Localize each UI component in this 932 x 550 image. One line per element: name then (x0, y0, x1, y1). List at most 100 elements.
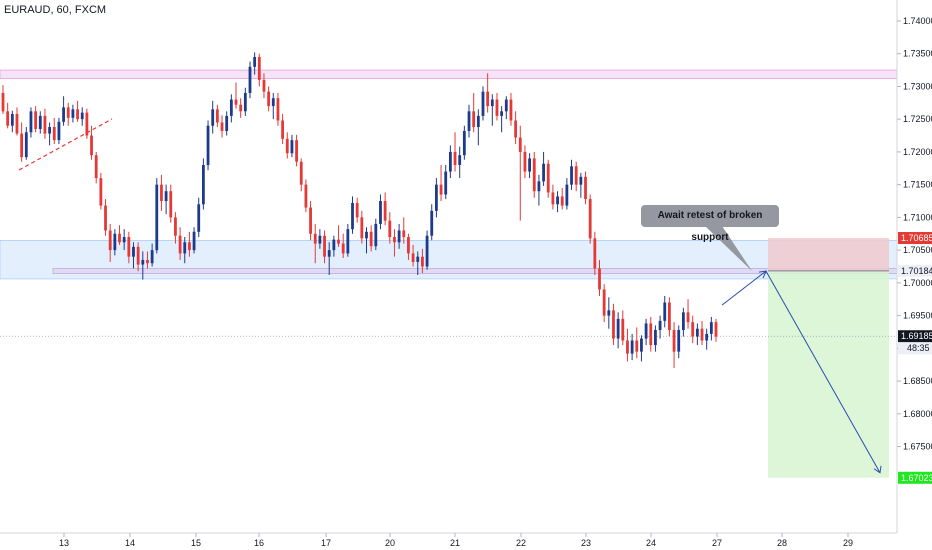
candle-body (444, 171, 448, 195)
candle-body (546, 163, 550, 193)
candle-body (10, 113, 14, 126)
candle-body (612, 310, 615, 339)
candle-body (532, 158, 536, 192)
candle-body (570, 166, 573, 185)
candle-body (565, 184, 569, 206)
candle-body (38, 115, 42, 129)
callout-pointer (705, 226, 752, 271)
candle-body (201, 165, 205, 205)
candle-body (644, 323, 648, 339)
candle-body (192, 231, 196, 251)
candle-body (332, 239, 336, 251)
candle-body (621, 318, 625, 341)
candle-body (556, 196, 559, 205)
candle-body (360, 217, 364, 239)
time-tick-label: 20 (385, 538, 395, 548)
candle-body (323, 235, 326, 257)
price-tag-stop: 1.70685 (901, 233, 932, 243)
candle-body (1, 92, 5, 112)
candle-body (574, 166, 578, 185)
price-tick-label: 1.72000 (903, 147, 932, 157)
candle-body (560, 196, 564, 206)
position-reward-area (768, 270, 889, 478)
candle-body (542, 163, 545, 182)
candle-body (584, 176, 587, 200)
candle-body (407, 237, 410, 254)
candle-body (174, 217, 177, 236)
time-tick-label: 17 (321, 538, 331, 548)
candles-layer (1, 52, 718, 368)
candle-body (709, 322, 713, 334)
candle-body (248, 66, 252, 93)
price-axis[interactable]: 1.74000 1.73500 1.73000 1.72500 1.72000 1.715… (896, 0, 932, 550)
candle-body (681, 312, 685, 331)
candle-body (113, 233, 117, 251)
price-tick-label: 1.72500 (903, 114, 932, 124)
candle-body (476, 115, 480, 128)
candle-body (48, 127, 52, 134)
time-tick-label: 29 (843, 538, 853, 548)
candle-body (607, 310, 611, 316)
candle-body (127, 237, 131, 257)
price-tag-stop-bg (898, 232, 932, 245)
candle-body (285, 138, 289, 154)
price-tick-label: 1.68000 (903, 409, 932, 419)
candle-body (94, 155, 98, 179)
candle-body (472, 111, 476, 128)
candle-body (15, 113, 19, 134)
candle-body (509, 99, 513, 121)
candle-body (99, 178, 103, 206)
price-tag-entry: 1.70184 (901, 266, 932, 276)
candle-body (34, 111, 38, 129)
candle-body (122, 237, 126, 243)
candle-body (309, 207, 312, 234)
time-tick-label: 14 (125, 538, 135, 548)
candle-body (551, 192, 555, 205)
candle-body (658, 320, 662, 331)
candle-body (695, 328, 699, 337)
zone-resistance (0, 69, 898, 79)
annotation-callout[interactable]: Await retest of broken support (641, 205, 779, 243)
candle-body (467, 111, 471, 131)
candle-body (654, 330, 657, 346)
candle-body (164, 191, 168, 202)
candle-body (136, 246, 140, 265)
price-tick-label: 1.67500 (903, 442, 932, 452)
time-tick-label: 21 (450, 538, 460, 548)
candle-body (169, 191, 173, 218)
price-tick-label: 1.68500 (903, 376, 932, 386)
candle-body (108, 230, 112, 251)
candle-body (341, 243, 345, 254)
candle-body (253, 56, 257, 67)
candle-body (299, 161, 303, 185)
chart-title: EURAUD, 60, FXCM (4, 4, 107, 16)
candle-body (206, 125, 210, 166)
candle-body (262, 79, 266, 92)
candle-body (243, 92, 247, 112)
candle-body (52, 127, 56, 141)
candle-body (593, 238, 597, 269)
candle-body (458, 155, 462, 166)
candle-body (528, 158, 531, 172)
candle-body (160, 184, 163, 202)
candle-body (71, 109, 75, 118)
projection-arrowhead-down (873, 465, 882, 474)
candle-body (281, 120, 285, 139)
candle-body (667, 302, 671, 331)
candle-body (188, 242, 191, 251)
candle-body (663, 302, 667, 321)
candle-body (453, 151, 457, 166)
candle-body (616, 318, 620, 339)
trendline (18, 118, 113, 171)
price-tag-entry-bg (898, 264, 932, 277)
candle-body (155, 184, 159, 251)
candle-body (602, 289, 606, 316)
time-axis[interactable]: 13 14 15 16 17 20 21 22 23 24 27 28 29 (0, 532, 932, 550)
candle-body (141, 259, 145, 265)
candle-body (421, 256, 424, 267)
price-tag-target-bg (898, 471, 932, 484)
time-tick-label: 13 (59, 538, 69, 548)
position-risk-area (768, 238, 889, 271)
price-tick-label: 1.73500 (903, 49, 932, 59)
